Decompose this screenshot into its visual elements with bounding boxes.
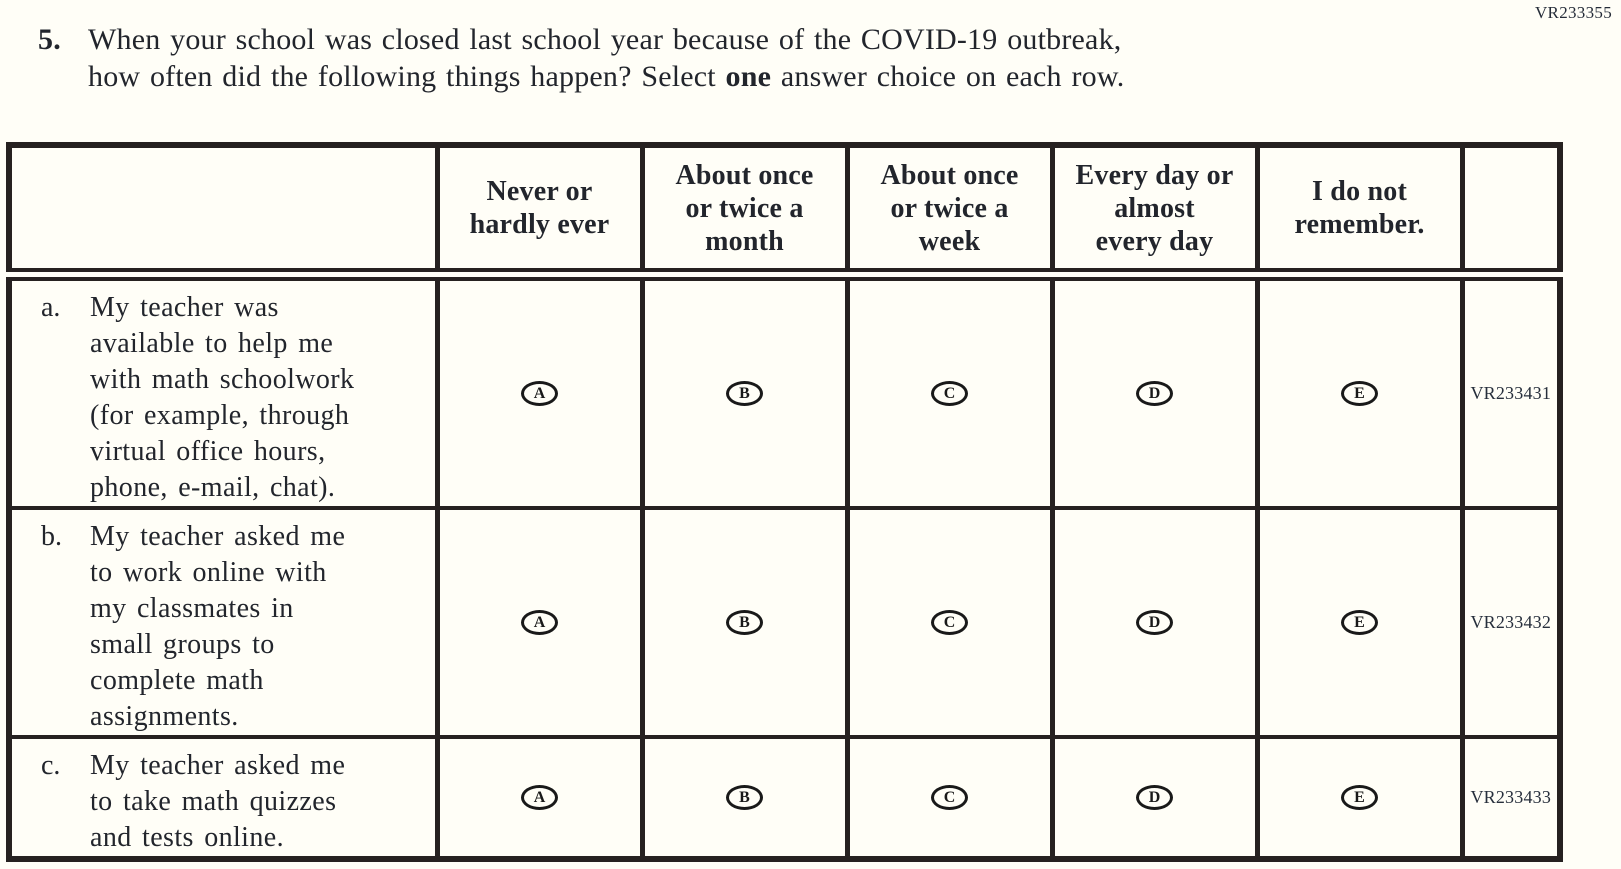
answer-bubble-c[interactable]: C (931, 785, 968, 810)
answer-bubble-c[interactable]: C (931, 381, 968, 406)
column-header-once-twice-week: About once or twice a week (844, 142, 1055, 281)
header-row: Never or hardly ever About once or twice… (6, 142, 1563, 281)
answer-cell: B (639, 506, 850, 739)
column-header-label: Never or hardly ever (469, 176, 610, 240)
answer-cell: D (1049, 506, 1260, 739)
answer-bubble-b[interactable]: B (726, 610, 763, 635)
answer-cell: E (1254, 735, 1465, 861)
row-stem: c. My teacher asked me to take math quiz… (6, 735, 440, 861)
row-letter: b. (41, 521, 62, 552)
column-header-label: About once or twice a month (675, 159, 814, 257)
question-line2-prefix: how often did the following things happe… (88, 60, 726, 93)
row-code: VR233431 (1459, 272, 1563, 510)
column-header-never: Never or hardly ever (434, 142, 645, 281)
answer-bubble-a[interactable]: A (521, 381, 558, 406)
answer-bubble-e[interactable]: E (1341, 785, 1378, 810)
row-text: My teacher asked me to work online with … (90, 521, 346, 732)
answer-bubble-b[interactable]: B (726, 381, 763, 406)
answer-cell: E (1254, 272, 1465, 510)
row-code: VR233432 (1459, 506, 1563, 739)
answer-bubble-a[interactable]: A (521, 610, 558, 635)
row-code: VR233433 (1459, 735, 1563, 861)
answer-cell: C (844, 735, 1055, 861)
answer-bubble-e[interactable]: E (1341, 381, 1378, 406)
header-empty-stem (6, 142, 440, 281)
row-text: My teacher was available to help me with… (90, 292, 355, 503)
answer-cell: B (639, 272, 850, 510)
answer-cell: E (1254, 506, 1465, 739)
row-stem: b. My teacher asked me to work online wi… (6, 506, 440, 739)
answer-bubble-d[interactable]: D (1136, 610, 1173, 635)
table-row-c: c. My teacher asked me to take math quiz… (6, 735, 1563, 861)
row-stem: a. My teacher was available to help me w… (6, 272, 440, 510)
answer-cell: A (434, 272, 645, 510)
answer-bubble-d[interactable]: D (1136, 381, 1173, 406)
answer-cell: A (434, 735, 645, 861)
row-letter: c. (41, 750, 61, 781)
question-bold-word: one (725, 60, 772, 93)
answer-bubble-a[interactable]: A (521, 785, 558, 810)
answer-cell: D (1049, 735, 1260, 861)
question-text: When your school was closed last school … (88, 21, 1124, 95)
answer-cell: D (1049, 272, 1260, 510)
row-letter: a. (41, 292, 61, 323)
question-block: 5. When your school was closed last scho… (38, 21, 1124, 95)
answer-bubble-d[interactable]: D (1136, 785, 1173, 810)
table-row-a: a. My teacher was available to help me w… (6, 272, 1563, 510)
column-header-label: I do not remember. (1294, 176, 1425, 240)
question-number: 5. (38, 23, 61, 56)
column-header-once-twice-month: About once or twice a month (639, 142, 850, 281)
answer-cell: C (844, 272, 1055, 510)
table-row-b: b. My teacher asked me to work online wi… (6, 506, 1563, 739)
answer-bubble-c[interactable]: C (931, 610, 968, 635)
header-empty-code (1459, 142, 1563, 281)
question-line2-suffix: answer choice on each row. (771, 60, 1125, 93)
column-header-label: About once or twice a week (880, 159, 1019, 257)
answer-bubble-b[interactable]: B (726, 785, 763, 810)
question-line1: When your school was closed last school … (88, 23, 1122, 56)
question-matrix-table: Never or hardly ever About once or twice… (6, 142, 1563, 862)
column-header-label: Every day or almost every day (1075, 159, 1234, 257)
form-code: VR233355 (1534, 3, 1612, 22)
answer-cell: C (844, 506, 1055, 739)
answer-bubble-e[interactable]: E (1341, 610, 1378, 635)
column-header-do-not-remember: I do not remember. (1254, 142, 1465, 281)
column-header-every-day: Every day or almost every day (1049, 142, 1260, 281)
answer-cell: A (434, 506, 645, 739)
answer-cell: B (639, 735, 850, 861)
row-text: My teacher asked me to take math quizzes… (90, 750, 346, 853)
